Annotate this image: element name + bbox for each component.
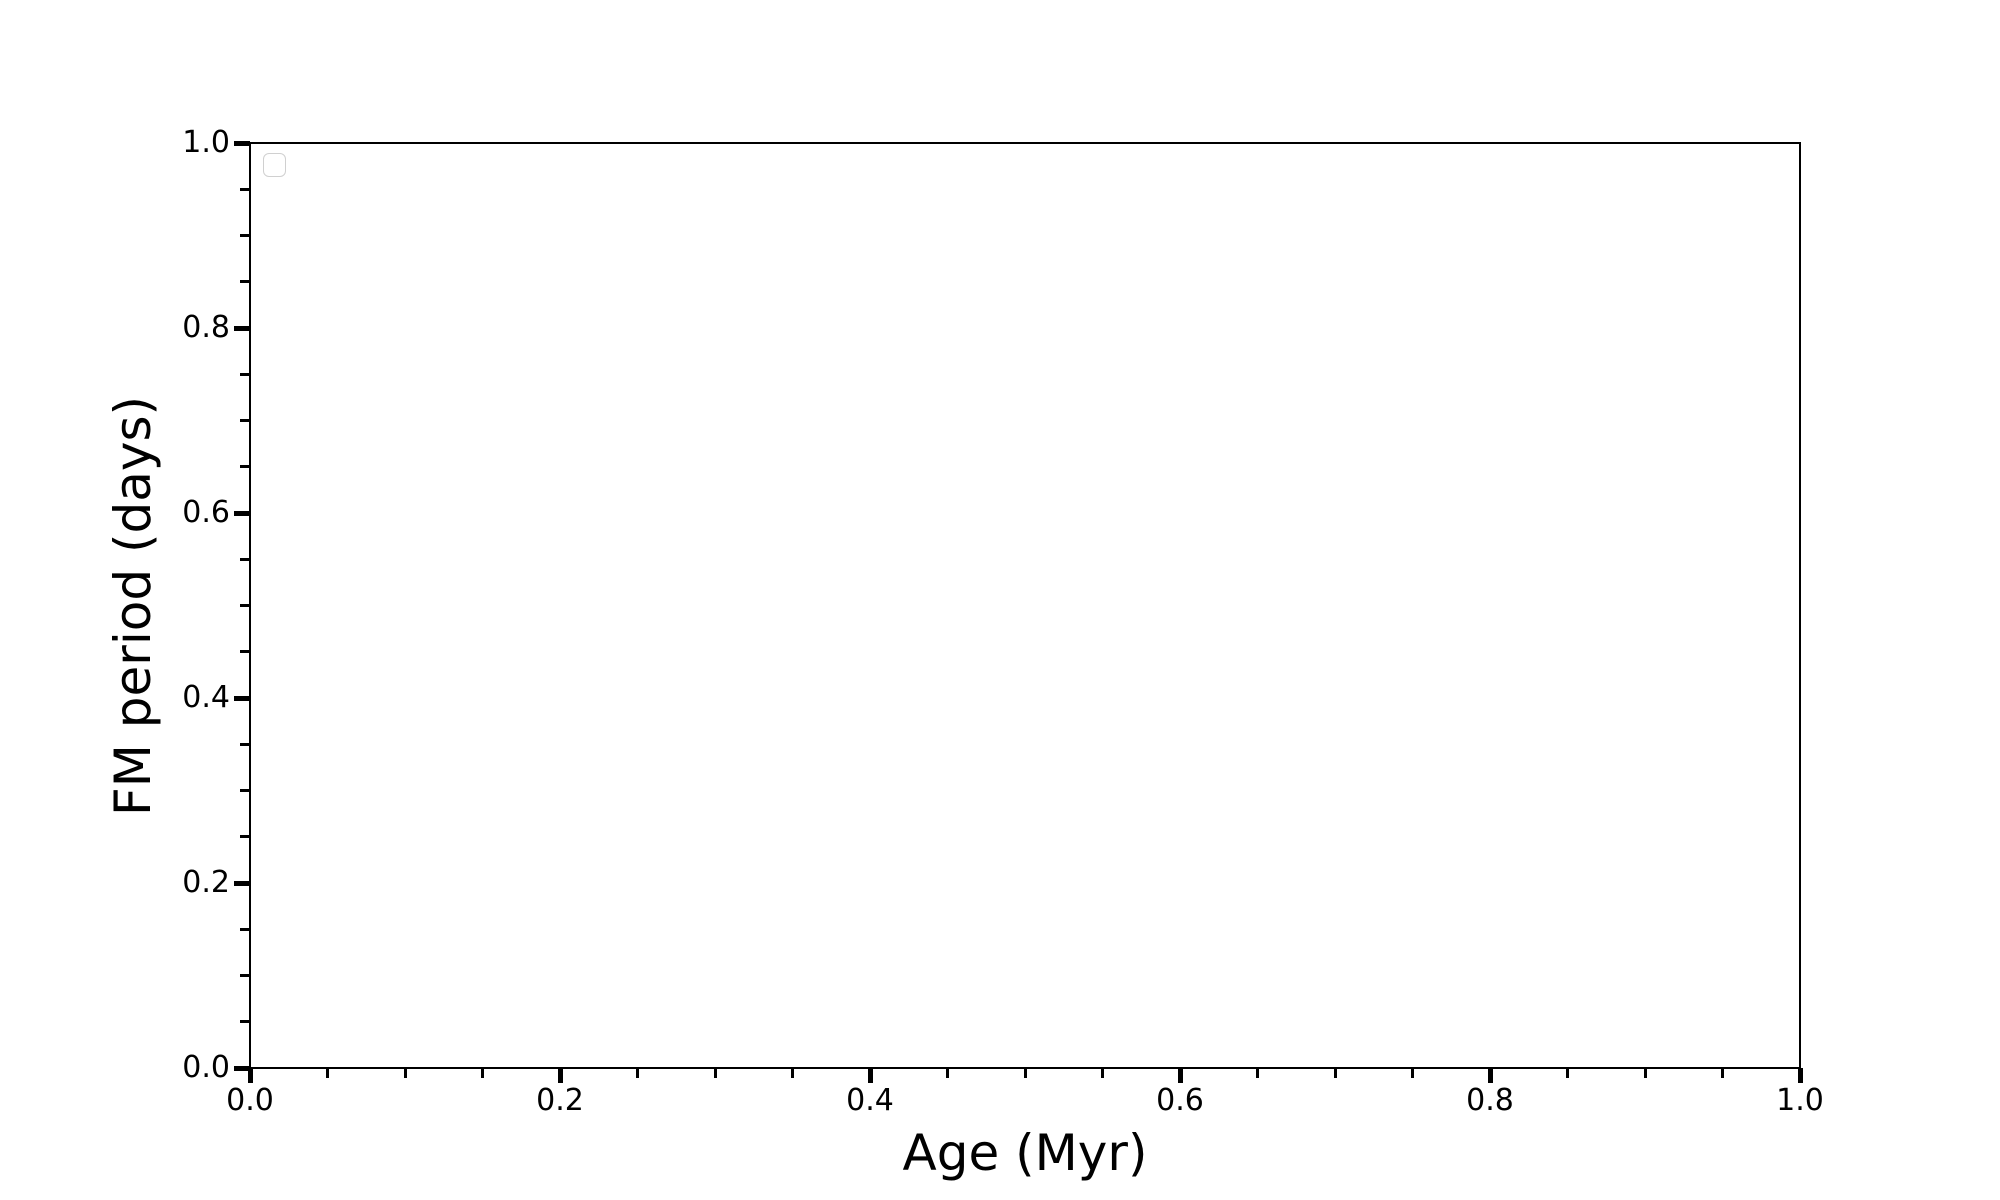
x-minor-tick: [636, 1068, 639, 1078]
y-major-tick: [234, 510, 250, 516]
y-minor-tick: [240, 465, 250, 469]
x-major-tick: [1177, 1068, 1183, 1083]
y-minor-tick: [240, 789, 250, 792]
y-tick-label: 0.4: [182, 680, 230, 715]
y-tick-label: 0.8: [182, 310, 230, 345]
x-minor-tick: [1566, 1068, 1569, 1078]
y-minor-tick: [240, 742, 250, 746]
x-minor-tick: [1721, 1068, 1724, 1078]
y-minor-tick: [240, 650, 250, 654]
x-minor-tick: [1333, 1068, 1337, 1078]
x-minor-tick: [1101, 1068, 1104, 1078]
x-major-tick: [1487, 1068, 1493, 1083]
y-minor-tick: [240, 234, 250, 237]
x-tick-label: 0.6: [1156, 1083, 1204, 1118]
x-axis-label: Age (Myr): [902, 1124, 1148, 1182]
y-minor-tick: [240, 419, 250, 422]
x-tick-label: 0.4: [846, 1083, 894, 1118]
x-tick-label: 0.8: [1466, 1083, 1514, 1118]
y-major-tick: [234, 1065, 250, 1071]
y-minor-tick: [240, 557, 250, 561]
y-tick-label: 0.0: [182, 1050, 230, 1085]
y-major-tick: [234, 880, 250, 886]
y-tick-label: 1.0: [182, 125, 230, 160]
x-tick-label: 1.0: [1776, 1083, 1824, 1118]
x-minor-tick: [481, 1068, 484, 1078]
x-tick-label: 0.2: [536, 1083, 584, 1118]
y-minor-tick: [240, 372, 250, 376]
x-minor-tick: [1256, 1068, 1259, 1078]
y-major-tick: [234, 325, 250, 331]
x-minor-tick: [1643, 1068, 1647, 1078]
x-minor-tick: [403, 1068, 407, 1078]
x-minor-tick: [946, 1068, 949, 1078]
x-major-tick: [557, 1068, 563, 1083]
y-minor-tick: [240, 1020, 250, 1024]
x-minor-tick: [713, 1068, 717, 1078]
plot-area: [249, 142, 1801, 1069]
x-minor-tick: [791, 1068, 794, 1078]
x-minor-tick: [1023, 1068, 1027, 1078]
y-axis-label: FM period (days): [104, 396, 162, 816]
x-major-tick: [867, 1068, 873, 1083]
y-minor-tick: [240, 187, 250, 191]
y-tick-label: 0.6: [182, 495, 230, 530]
x-tick-label: 0.0: [226, 1083, 274, 1118]
x-minor-tick: [1411, 1068, 1414, 1078]
y-major-tick: [234, 140, 250, 146]
y-minor-tick: [240, 604, 250, 607]
y-minor-tick: [240, 280, 250, 284]
legend-box: [263, 153, 286, 177]
x-minor-tick: [326, 1068, 329, 1078]
y-minor-tick: [240, 835, 250, 839]
y-minor-tick: [240, 974, 250, 977]
x-major-tick: [247, 1068, 253, 1083]
y-major-tick: [234, 695, 250, 701]
y-minor-tick: [240, 927, 250, 931]
y-tick-label: 0.2: [182, 865, 230, 900]
x-major-tick: [1797, 1068, 1803, 1083]
